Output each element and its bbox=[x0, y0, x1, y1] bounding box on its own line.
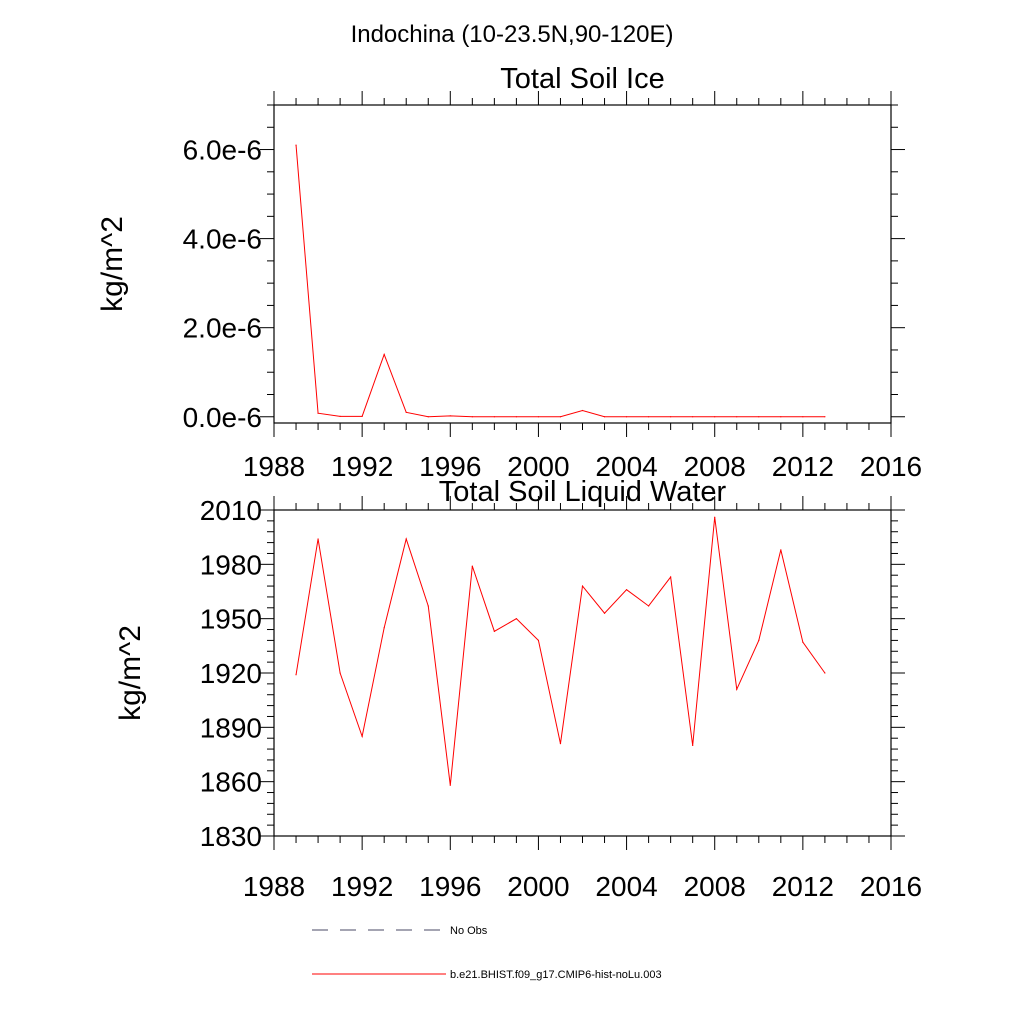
data-point bbox=[295, 674, 297, 676]
x-tick-label: 1988 bbox=[243, 871, 305, 902]
data-point bbox=[714, 416, 716, 418]
x-tick-label: 2000 bbox=[507, 451, 569, 482]
data-point bbox=[581, 409, 584, 412]
data-point bbox=[736, 416, 738, 418]
data-point bbox=[603, 612, 606, 614]
x-tick-label: 1988 bbox=[243, 451, 305, 482]
chart-title-soil-ice: Total Soil Ice bbox=[500, 63, 664, 95]
x-tick-label: 2000 bbox=[507, 871, 569, 902]
y-tick-label: 1920 bbox=[200, 658, 262, 689]
y-tick-label: 1890 bbox=[200, 712, 262, 743]
data-point bbox=[493, 416, 495, 418]
y-tick-label: 6.0e-6 bbox=[183, 135, 262, 166]
y-tick-label: 1950 bbox=[200, 604, 262, 635]
data-point bbox=[493, 630, 495, 632]
data-point bbox=[515, 416, 517, 418]
data-point bbox=[670, 416, 672, 418]
y-tick-label: 0.0e-6 bbox=[183, 402, 262, 433]
y-tick-label: 1860 bbox=[200, 767, 262, 798]
data-point bbox=[383, 627, 385, 629]
data-point bbox=[692, 416, 694, 418]
data-point bbox=[824, 416, 826, 418]
y-tick-label: 4.0e-6 bbox=[183, 224, 262, 255]
data-point bbox=[471, 416, 473, 418]
x-tick-label: 1992 bbox=[331, 451, 393, 482]
x-tick-label: 1996 bbox=[419, 451, 481, 482]
data-point bbox=[317, 412, 319, 414]
data-point bbox=[449, 784, 451, 786]
data-point bbox=[758, 639, 760, 642]
data-point bbox=[802, 416, 804, 418]
data-point bbox=[714, 516, 716, 518]
y-tick-label: 1830 bbox=[200, 821, 262, 852]
data-point bbox=[339, 672, 341, 674]
data-point bbox=[537, 639, 540, 642]
x-tick-label: 2004 bbox=[595, 871, 657, 902]
data-point bbox=[625, 416, 628, 418]
data-point bbox=[383, 353, 385, 356]
y-axis-label: kg/m^2 bbox=[96, 216, 129, 312]
x-tick-label: 2008 bbox=[684, 451, 746, 482]
data-point bbox=[692, 744, 694, 747]
data-point bbox=[780, 416, 782, 418]
data-point bbox=[361, 735, 363, 737]
plot-frame bbox=[273, 104, 892, 424]
data-point bbox=[648, 605, 650, 607]
plot-frame bbox=[273, 509, 892, 837]
data-point bbox=[471, 565, 473, 567]
legend-label-model-run: b.e21.BHIST.f09_g17.CMIP6-hist-noLu.003 bbox=[450, 969, 662, 981]
data-point bbox=[670, 576, 672, 578]
x-tick-label: 2004 bbox=[595, 451, 657, 482]
data-point bbox=[515, 618, 517, 620]
data-point bbox=[758, 416, 760, 418]
x-tick-label: 1996 bbox=[419, 871, 481, 902]
data-point bbox=[559, 743, 562, 745]
y-tick-label: 2.0e-6 bbox=[183, 313, 262, 344]
legend-label-no-obs: No Obs bbox=[450, 925, 488, 937]
x-tick-label: 2012 bbox=[772, 871, 834, 902]
data-point bbox=[736, 688, 738, 690]
x-tick-label: 1992 bbox=[331, 871, 393, 902]
series-line-soil-liquid bbox=[295, 517, 826, 786]
chart-soil-ice: Total Soil Ice kg/m^2 1988 1992 1996 2000 2004… bbox=[96, 63, 922, 482]
data-point bbox=[449, 415, 451, 417]
x-tick-label: 2016 bbox=[860, 451, 922, 482]
x-tick-label: 2008 bbox=[684, 871, 746, 902]
data-point bbox=[427, 605, 429, 607]
super-title: Indochina (10-23.5N,90-120E) bbox=[351, 21, 674, 48]
data-point bbox=[317, 538, 319, 540]
data-point bbox=[581, 585, 584, 587]
data-point bbox=[405, 411, 407, 413]
data-point bbox=[427, 416, 429, 418]
data-point bbox=[537, 416, 540, 418]
y-tick-label: 1980 bbox=[200, 549, 262, 580]
chart-title-soil-liquid: Total Soil Liquid Water bbox=[439, 476, 727, 508]
data-point bbox=[361, 415, 363, 417]
y-tick-label: 2010 bbox=[200, 495, 262, 526]
data-point bbox=[824, 672, 826, 674]
data-point bbox=[295, 144, 297, 146]
legend: No Obs b.e21.BHIST.f09_g17.CMIP6-hist-no… bbox=[312, 925, 662, 981]
data-point bbox=[625, 589, 628, 591]
y-axis-label: kg/m^2 bbox=[114, 625, 147, 721]
data-point bbox=[339, 415, 341, 417]
data-point bbox=[802, 641, 804, 643]
x-tick-label: 2012 bbox=[772, 451, 834, 482]
data-point bbox=[603, 416, 606, 418]
chart-soil-liquid: Total Soil Liquid Water kg/m^2 1988 1992 199… bbox=[114, 476, 922, 902]
series-line-soil-ice bbox=[295, 145, 825, 418]
data-point bbox=[648, 416, 650, 418]
data-point bbox=[780, 549, 782, 551]
data-point bbox=[405, 538, 407, 540]
x-tick-label: 2016 bbox=[860, 871, 922, 902]
data-point bbox=[559, 416, 562, 418]
